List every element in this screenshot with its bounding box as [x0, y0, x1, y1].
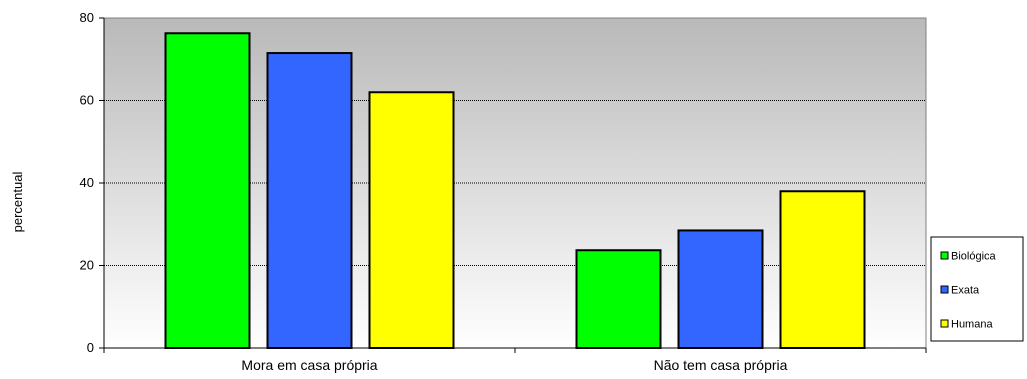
legend-swatch	[940, 319, 949, 328]
y-tick-label: 0	[87, 340, 94, 355]
y-tick-label: 80	[80, 10, 94, 25]
x-category-label: Não tem casa própria	[654, 357, 788, 373]
y-tick-labels: 0 20 40 60 80	[80, 10, 94, 355]
x-category-labels: Mora em casa própria Não tem casa própria	[241, 357, 787, 373]
legend-label: Humana	[951, 319, 993, 331]
legend-swatch	[940, 285, 949, 294]
y-axis-title: percentual	[10, 172, 25, 233]
bar	[368, 91, 455, 349]
y-tick-label: 60	[80, 93, 94, 108]
legend-swatch	[940, 251, 949, 260]
bars	[164, 32, 866, 349]
bar	[779, 190, 866, 349]
legend-label: Biológica	[951, 251, 997, 263]
legend-label: Exata	[951, 285, 980, 297]
bar	[677, 229, 764, 349]
y-tick-label: 40	[80, 175, 94, 190]
x-category-label: Mora em casa própria	[241, 357, 377, 373]
bar	[164, 32, 251, 349]
bar	[266, 52, 353, 349]
legend: Biológica Exata Humana	[930, 236, 1024, 342]
bar	[575, 249, 662, 349]
axes	[99, 17, 927, 353]
y-tick-label: 20	[80, 258, 94, 273]
